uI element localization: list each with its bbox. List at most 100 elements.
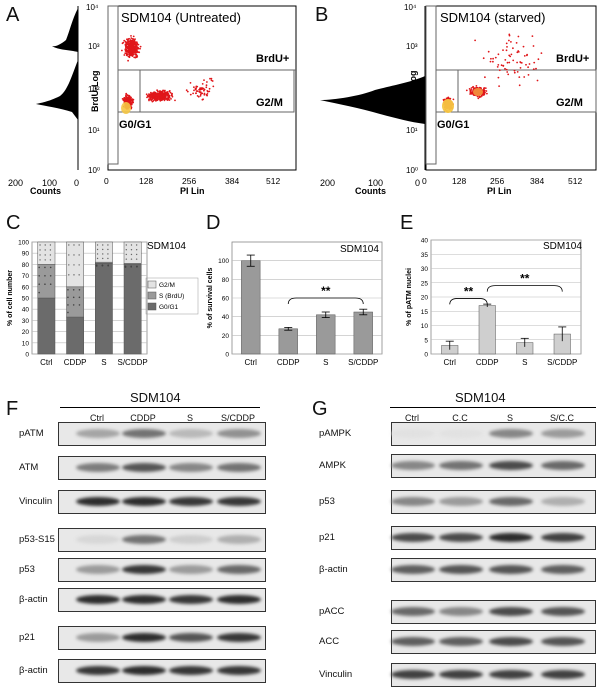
xtick-a-384: 384 (225, 176, 239, 186)
blot-band (439, 533, 483, 542)
x-tick-label: S (522, 358, 527, 367)
gate-brdu-b: BrdU+ (556, 53, 589, 65)
blot-band (439, 565, 483, 574)
blot-band (169, 497, 213, 506)
y-axis-label: % of pATM nuclei (406, 268, 413, 326)
blot-g-line (390, 407, 596, 408)
blot-band (169, 595, 213, 604)
y-axis-label: % of cell number (7, 270, 14, 326)
blot-band (76, 429, 120, 438)
blot-row-label: Vinculin (319, 669, 353, 680)
blot-band (217, 429, 261, 438)
ytick-b-0: 10⁰ (406, 166, 418, 175)
bar-segment (66, 316, 84, 355)
blot-band (391, 670, 435, 679)
ytick-a-0: 10⁰ (88, 166, 100, 175)
bar-segment (37, 241, 56, 265)
panel-letter-c: C (6, 212, 21, 234)
ytick-a-1: 10¹ (88, 126, 100, 135)
blot-strip (58, 528, 266, 552)
legend-swatch (147, 280, 157, 289)
lane-label: S (186, 413, 193, 423)
blot-band (541, 533, 585, 542)
blot-band (76, 595, 120, 604)
blot-band (489, 497, 533, 506)
blot-band (122, 565, 166, 574)
y-axis-label: % of survival cells (207, 268, 214, 329)
y-tick-label: 100 (218, 258, 229, 265)
y-tick-label: 20 (222, 333, 230, 340)
xtick-b-128: 128 (452, 176, 466, 186)
blot-band (217, 666, 261, 675)
blot-band (217, 565, 261, 574)
blot-band (122, 497, 166, 506)
blot-band (391, 497, 435, 506)
y-tick-label: 70 (22, 273, 30, 280)
blot-band (391, 607, 435, 616)
blot-band (541, 607, 585, 616)
x-tick-label: Ctrl (40, 358, 53, 367)
blot-row-label: pATM (19, 428, 44, 439)
blot-band (217, 595, 261, 604)
blot-band (76, 633, 120, 642)
blot-strip (58, 422, 266, 446)
blot-strip (391, 558, 596, 582)
hist-xlabel: Counts (30, 186, 61, 196)
bar (278, 328, 298, 355)
significance-label: ** (321, 284, 331, 298)
blot-band (391, 533, 435, 542)
blot-band (489, 637, 533, 646)
xtick-a-256: 256 (182, 176, 196, 186)
y-tick-label: 100 (18, 240, 29, 247)
blot-band (76, 535, 120, 544)
blot-strip (58, 659, 266, 683)
bar-segment (95, 241, 113, 263)
blot-band (541, 429, 585, 438)
chart-c-title: SDM104 (147, 241, 186, 252)
hist-tick-100: 100 (42, 178, 57, 188)
x-tick-label: S/CDDP (348, 358, 378, 367)
y-tick-label: 0 (25, 352, 29, 359)
lane-label: CDDP (130, 413, 156, 423)
x-tick-label: CDDP (64, 358, 87, 367)
blot-band (541, 565, 585, 574)
lane-label: S (506, 413, 513, 423)
blot-f-title: SDM104 (130, 390, 181, 405)
blot-band (391, 461, 435, 470)
gate-brdu-a: BrdU+ (256, 53, 289, 65)
blot-band (489, 429, 533, 438)
blot-g-title: SDM104 (455, 390, 506, 405)
x-tick-label: S/CDDP (547, 358, 577, 367)
gate-g0g1-b: G0/G1 (437, 119, 469, 131)
y-tick-label: 80 (222, 277, 230, 284)
blot-strip (391, 600, 596, 624)
y-tick-label: 10 (22, 340, 30, 347)
panel-letter-b: B (315, 4, 329, 26)
legend-label: S (BrdU) (159, 293, 184, 300)
bar-segment (37, 264, 56, 299)
bar-segment (123, 241, 142, 264)
blot-strip (391, 490, 596, 514)
blot-band (391, 637, 435, 646)
blot-row-label: p21 (19, 632, 35, 643)
hist-tick-0: 0 (74, 178, 79, 188)
blot-band (169, 565, 213, 574)
chart-e: 0 5 10 15 20 25 30 35 40 % of pATM nuclei Ctrl CDDP… (406, 238, 582, 368)
xtick-b-0: 0 (422, 176, 427, 186)
blot-band (489, 533, 533, 542)
blot-band (122, 666, 166, 675)
blot-strip (58, 456, 266, 480)
blot-band (169, 535, 213, 544)
blot-band (76, 565, 120, 574)
xlabel-a: PI Lin (180, 186, 205, 196)
title-b: SDM104 (starved) (440, 10, 545, 25)
blot-band (169, 463, 213, 472)
title-a: SDM104 (Untreated) (121, 10, 241, 25)
significance-label: ** (464, 284, 474, 298)
ytick-a-4: 10⁴ (86, 3, 99, 12)
blot-strip (391, 663, 596, 687)
blot-strip (58, 558, 266, 582)
blot-band (76, 463, 120, 472)
blot-band (169, 666, 213, 675)
blot-band (122, 463, 166, 472)
